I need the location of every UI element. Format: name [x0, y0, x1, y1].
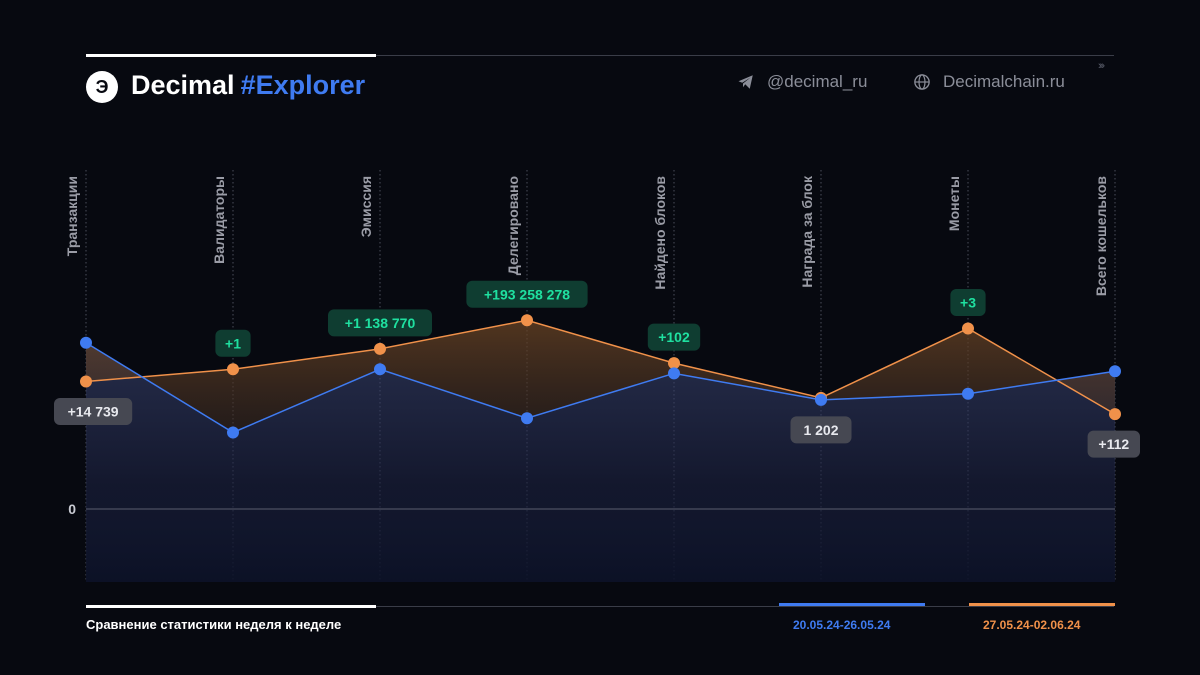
legend-week2-label: 27.05.24-02.06.24 — [983, 618, 1081, 632]
week1-point-5 — [668, 367, 680, 380]
week1-line — [85, 342, 1116, 434]
week2-line — [85, 319, 1116, 415]
header-divider-accent — [86, 54, 376, 57]
value-label-7: +3 — [950, 288, 986, 316]
value-label-pill — [328, 309, 432, 337]
value-label-1: +14 739 — [54, 398, 133, 425]
globe-icon — [914, 74, 930, 90]
category-label-6: Награда за блок — [799, 175, 815, 288]
week1-point-7 — [962, 387, 974, 400]
week1-point-4 — [521, 412, 533, 425]
legend-week1-swatch — [779, 603, 925, 606]
week2-point-2 — [227, 363, 239, 376]
week2-point-8 — [1109, 408, 1121, 421]
value-label-pill — [950, 288, 986, 316]
week1-point-3 — [374, 363, 386, 376]
brand-title: Decimal #Explorer — [131, 70, 365, 101]
value-label-8: +112 — [1087, 430, 1140, 458]
legend-week2-swatch — [969, 603, 1115, 606]
value-label-5: +102 — [647, 323, 701, 351]
category-label-7: Монеты — [946, 176, 962, 231]
brand-tag: #Explorer — [240, 70, 366, 100]
website-url: Decimalchain.ru — [943, 72, 1065, 91]
week2-point-4 — [521, 314, 533, 327]
value-label-pill — [1087, 430, 1140, 458]
value-label-4: +193 258 278 — [466, 280, 588, 308]
week2-point-7 — [962, 322, 974, 335]
brand-name: Decimal — [131, 70, 235, 100]
category-label-8: Всего кошельков — [1093, 176, 1109, 296]
footer-divider-accent — [86, 605, 376, 608]
zero-tick-label: 0 — [68, 501, 76, 517]
week2-point-1 — [80, 375, 92, 388]
week1-area — [86, 342, 1115, 582]
week1-point-6 — [815, 393, 827, 406]
category-label-5: Найдено блоков — [652, 176, 668, 290]
value-label-text: +3 — [960, 294, 976, 310]
telegram-handle: @decimal_ru — [767, 72, 868, 91]
value-label-text: +193 258 278 — [484, 286, 570, 302]
legend-week1-label: 20.05.24-26.05.24 — [793, 618, 891, 632]
decimal-logo-icon: Э — [86, 71, 118, 103]
website-link[interactable]: Decimalchain.ru — [913, 72, 1065, 92]
category-label-4: Делегировано — [505, 176, 521, 275]
value-label-pill — [647, 323, 701, 351]
value-label-2: +1 — [215, 329, 251, 357]
week1-point-2 — [227, 426, 239, 439]
telegram-icon — [738, 75, 753, 89]
value-label-pill — [215, 329, 251, 357]
header-divider — [86, 55, 1114, 56]
value-label-6: 1 202 — [790, 416, 852, 444]
value-label-3: +1 138 770 — [328, 309, 432, 337]
footer-divider — [86, 606, 1114, 607]
value-label-text: +102 — [658, 329, 690, 345]
value-label-text: 1 202 — [803, 422, 838, 438]
difference-area — [86, 320, 1115, 433]
week2-point-5 — [668, 357, 680, 370]
value-label-pill — [466, 280, 588, 308]
telegram-link[interactable]: @decimal_ru — [737, 72, 867, 92]
value-label-pill — [790, 416, 852, 444]
category-label-2: Валидаторы — [211, 176, 227, 264]
value-label-text: +1 — [225, 335, 241, 351]
value-label-text: +112 — [1098, 436, 1129, 452]
category-label-1: Транзакции — [64, 176, 80, 256]
week1-point-8 — [1109, 365, 1121, 378]
value-label-text: +14 739 — [68, 404, 119, 420]
chart-caption: Сравнение статистики неделя к неделе — [86, 617, 342, 632]
value-label-text: +1 138 770 — [345, 315, 416, 331]
category-label-3: Эмиссия — [358, 176, 374, 237]
week1-point-1 — [80, 336, 92, 349]
value-label-pill — [54, 398, 133, 425]
week2-point-3 — [374, 342, 386, 355]
chevrons-icon: ››› — [1098, 60, 1105, 72]
